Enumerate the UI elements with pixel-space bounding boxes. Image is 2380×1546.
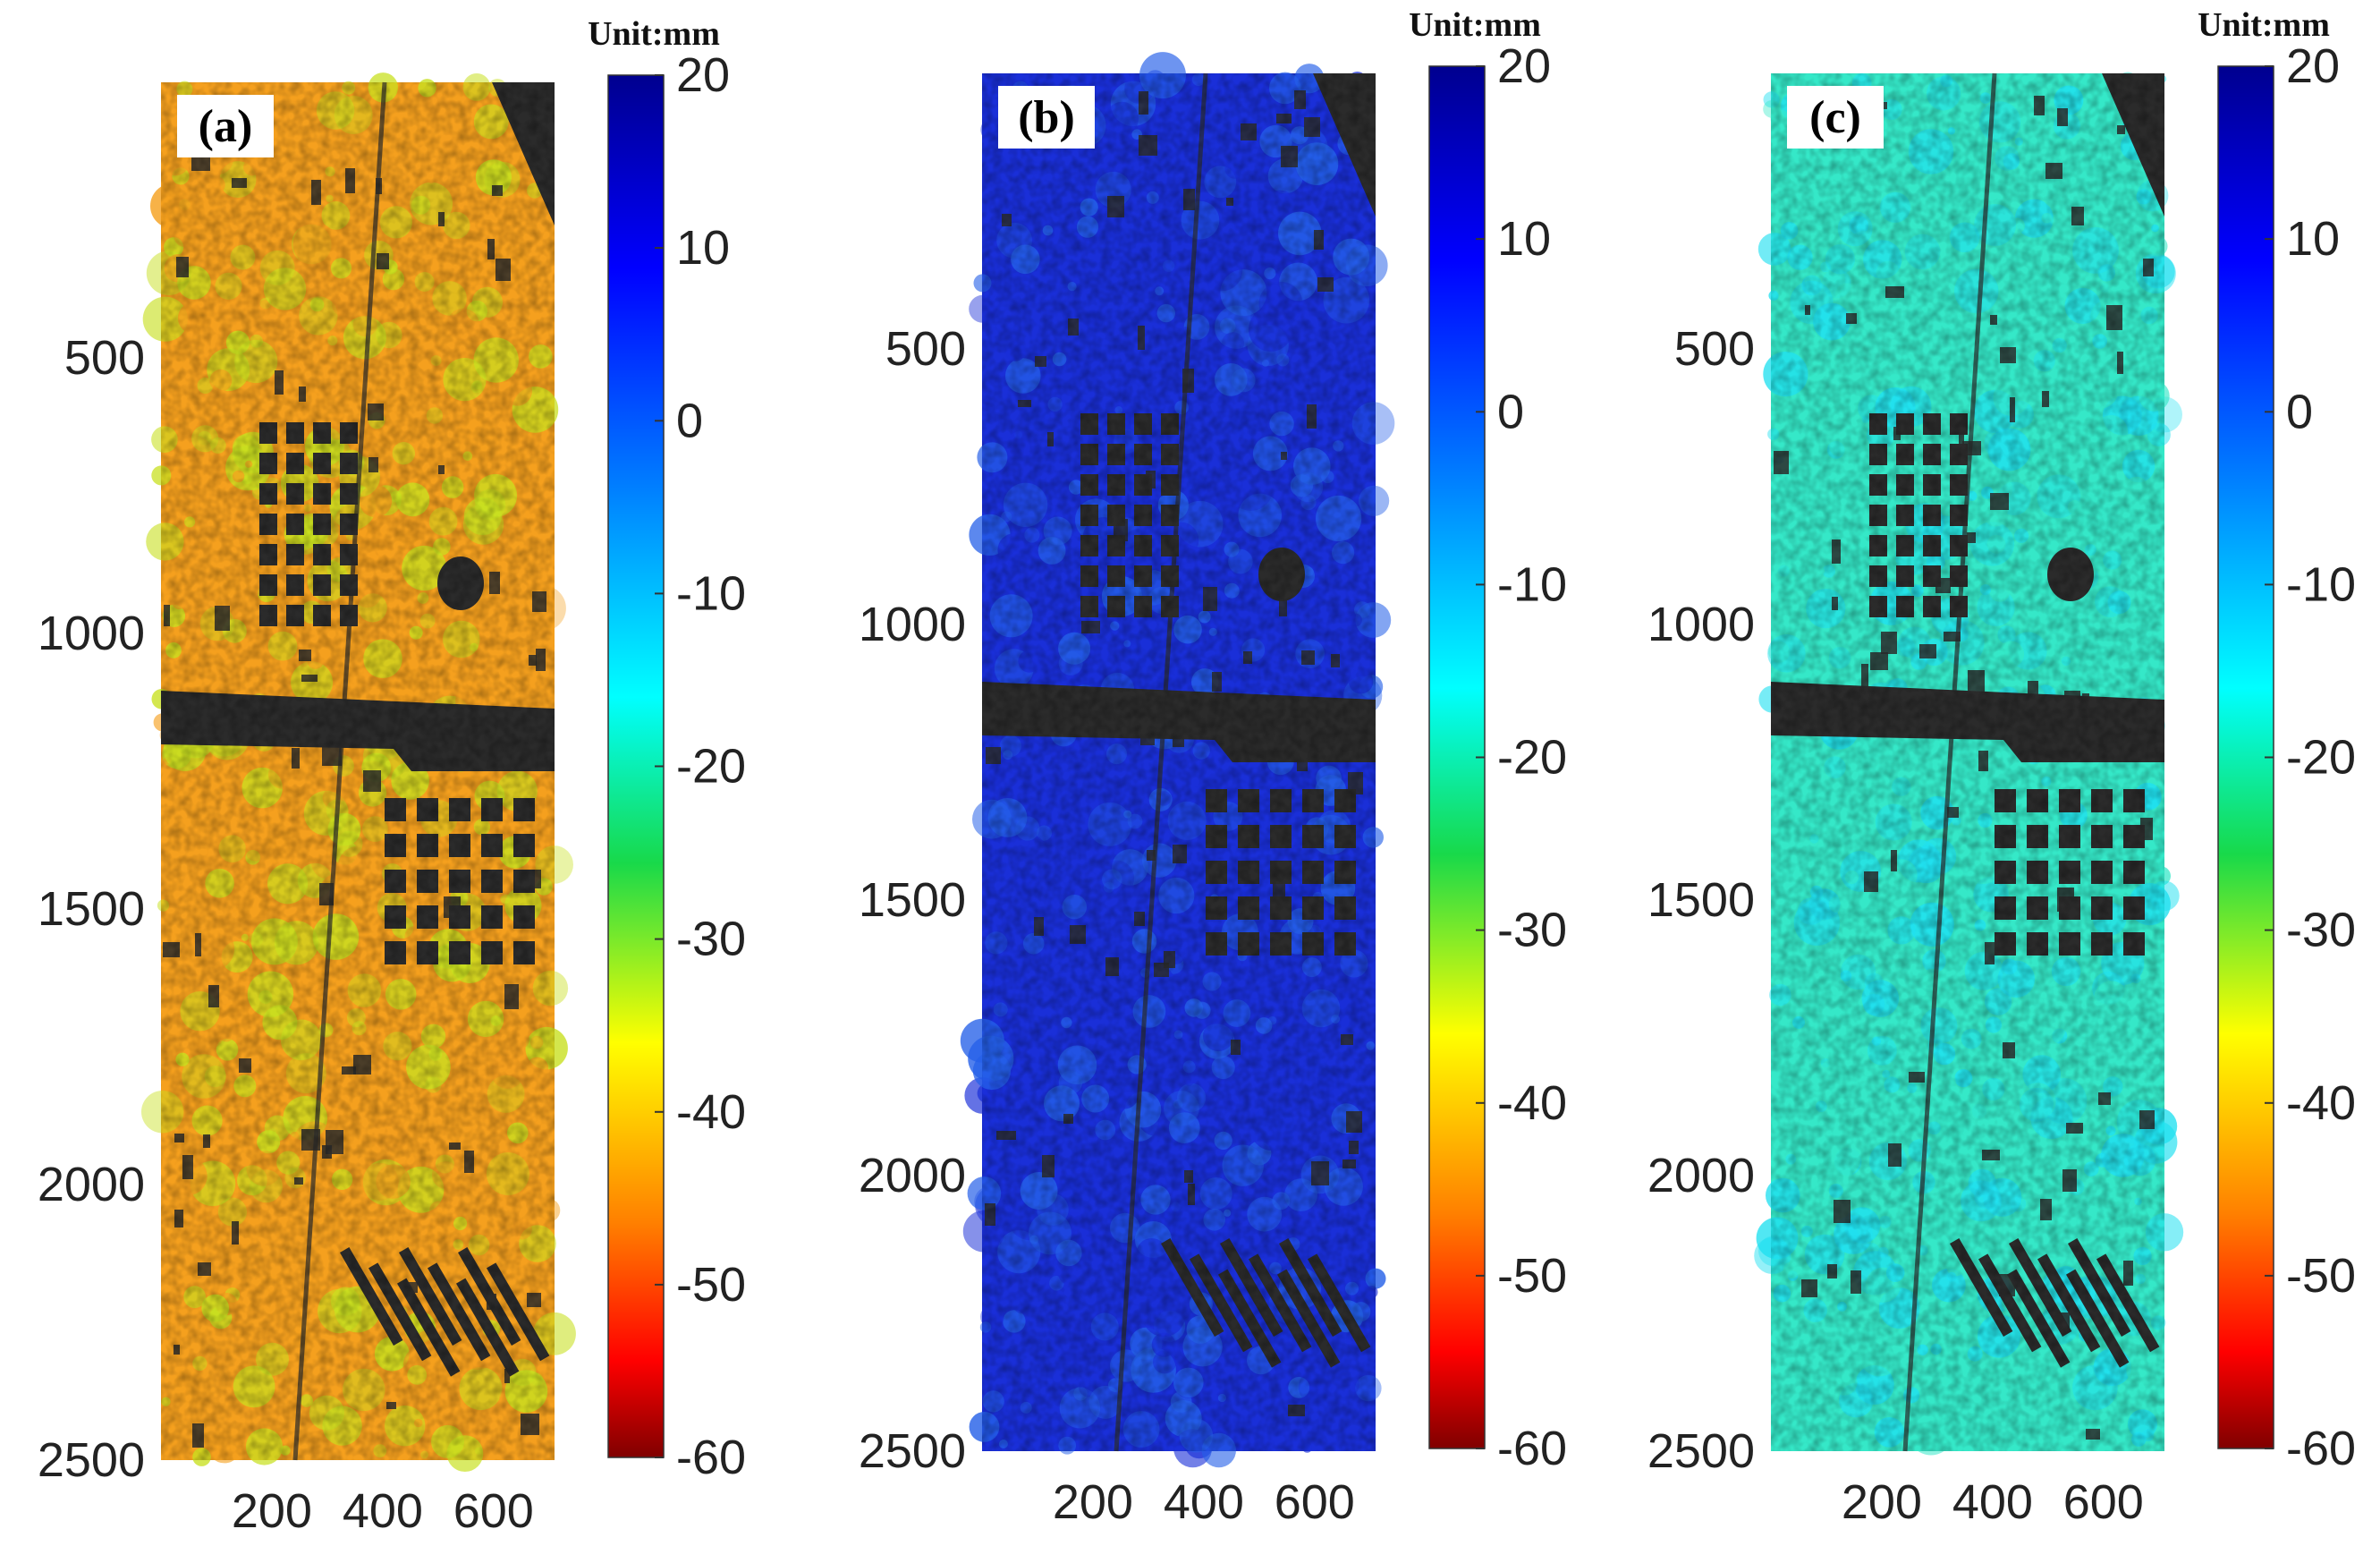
- y-tick-label: 2500: [859, 1424, 966, 1478]
- unit-label: Unit:mm: [2198, 6, 2330, 44]
- colorbar-tick-label: -20: [1497, 731, 1567, 785]
- x-tick-label: 400: [1952, 1475, 2033, 1529]
- colorbar-tick-label: -10: [1497, 557, 1567, 611]
- noise-overlay: [982, 73, 1376, 1451]
- colorbar-tick-label: 20: [2286, 39, 2340, 93]
- y-tick-label: 2000: [38, 1158, 145, 1211]
- colorbar-tick-label: -30: [1497, 904, 1567, 957]
- colorbar-tick-label: -40: [1497, 1076, 1567, 1130]
- colorbar-gradient: [1428, 65, 1486, 1449]
- y-tick-label: 1500: [859, 873, 966, 927]
- colorbar-tick-label: -60: [676, 1431, 746, 1484]
- x-tick-label: 600: [453, 1484, 534, 1538]
- y-tick-label: 2500: [38, 1433, 145, 1487]
- noise-overlay: [161, 82, 555, 1460]
- y-tick-label: 2500: [1647, 1424, 1755, 1478]
- colorbar-tick-label: -60: [1497, 1422, 1567, 1475]
- colorbar-tick-label: -50: [2286, 1249, 2356, 1303]
- colorbar-tick-label: -20: [2286, 731, 2356, 785]
- y-tick-label: 500: [885, 322, 966, 376]
- colorbar-tick-label: -10: [676, 566, 746, 620]
- x-tick-label: 600: [1275, 1475, 1355, 1529]
- y-tick-label: 2000: [859, 1149, 966, 1202]
- colorbar-tick-label: -50: [676, 1258, 746, 1312]
- y-tick-label: 1500: [1647, 873, 1755, 927]
- y-tick-label: 500: [1674, 322, 1755, 376]
- panel-label: (b): [998, 86, 1095, 149]
- panel-b: (b) 500 1000 1500 2000 2500 200 400 600 20 10 0 -10 -…: [859, 6, 1567, 1529]
- colorbar-tick-label: 20: [1497, 39, 1551, 93]
- colorbar-gradient: [2217, 65, 2274, 1449]
- noise-overlay: [1771, 73, 2164, 1451]
- panel-a: (a) 500 1000 1500 2000 2500 200 400 600 20 10 0 -10 -…: [38, 15, 746, 1538]
- colorbar-tick-label: -30: [676, 913, 746, 966]
- x-tick-label: 400: [343, 1484, 423, 1538]
- panel-label-box: [998, 86, 1095, 149]
- panel-label-box: [1787, 86, 1884, 149]
- panel-label-text: (c): [1809, 92, 1861, 143]
- colorbar-tick-label: -30: [2286, 904, 2356, 957]
- colorbar-tick-label: 10: [2286, 212, 2340, 266]
- colorbar-tick-label: 0: [1497, 385, 1524, 438]
- unit-label: Unit:mm: [1409, 6, 1541, 44]
- colorbar-tick-label: 0: [2286, 385, 2313, 438]
- x-tick-label: 400: [1164, 1475, 1244, 1529]
- panel-label-box: [177, 95, 274, 157]
- colorbar-tick-label: 10: [1497, 212, 1551, 266]
- colorbar: 20 10 0 -10 -20 -30 -40 -50 -60: [607, 48, 746, 1484]
- x-tick-label: 200: [1053, 1475, 1133, 1529]
- panel-label: (a): [177, 95, 274, 157]
- panel-label: (c): [1787, 86, 1884, 149]
- colorbar-tick-label: 10: [676, 221, 730, 275]
- x-tick-label: 600: [2063, 1475, 2144, 1529]
- colorbar-tick-label: -40: [2286, 1076, 2356, 1130]
- x-tick-label: 200: [232, 1484, 312, 1538]
- colorbar-tick-label: -40: [676, 1085, 746, 1139]
- panel-c: (c) 500 1000 1500 2000 2500 200 400 600 20 10 0 -10 -…: [1647, 6, 2356, 1529]
- colorbar-tick-label: -50: [1497, 1249, 1567, 1303]
- y-tick-label: 1000: [38, 607, 145, 660]
- y-tick-label: 2000: [1647, 1149, 1755, 1202]
- x-tick-label: 200: [1842, 1475, 1922, 1529]
- y-tick-label: 500: [64, 331, 145, 385]
- y-tick-label: 1500: [38, 882, 145, 936]
- colorbar-tick-label: 0: [676, 394, 703, 447]
- panel-label-text: (a): [199, 101, 253, 152]
- colorbar: 20 10 0 -10 -20 -30 -40 -50 -60: [1428, 39, 1567, 1475]
- colorbar: 20 10 0 -10 -20 -30 -40 -50 -60: [2217, 39, 2356, 1475]
- unit-label: Unit:mm: [588, 15, 720, 53]
- colorbar-tick-label: 20: [676, 48, 730, 102]
- colorbar-tick-label: -20: [676, 740, 746, 794]
- y-tick-label: 1000: [859, 598, 966, 651]
- colorbar-tick-label: -60: [2286, 1422, 2356, 1475]
- y-tick-label: 1000: [1647, 598, 1755, 651]
- panel-label-text: (b): [1018, 92, 1075, 143]
- colorbar-tick-label: -10: [2286, 557, 2356, 611]
- colorbar-gradient: [607, 74, 665, 1458]
